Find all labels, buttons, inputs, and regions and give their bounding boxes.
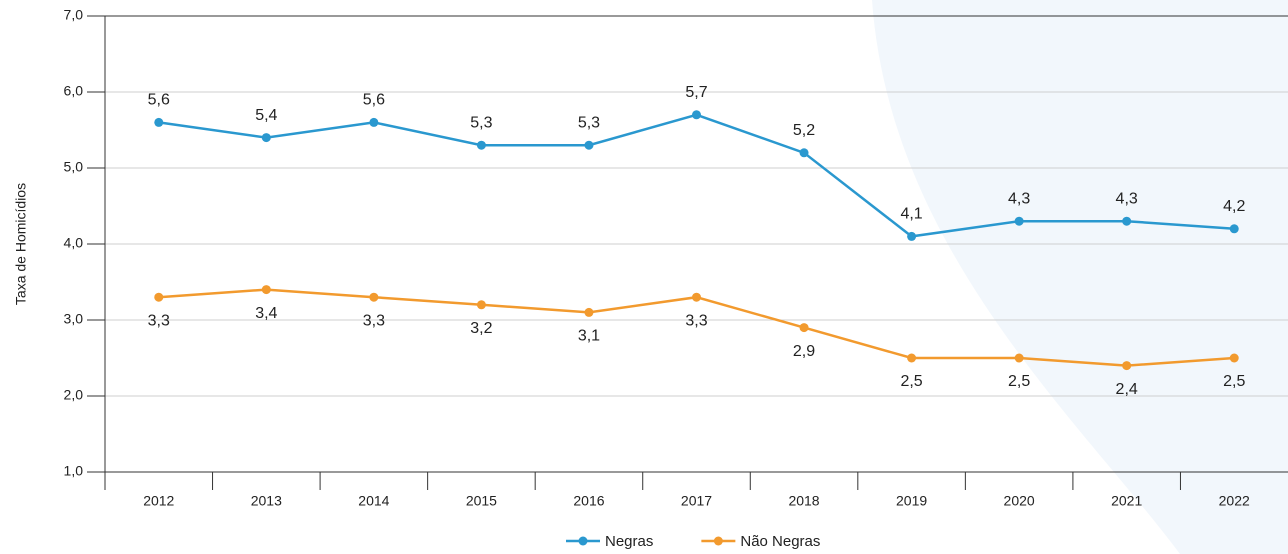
data-label: 5,2 [793,122,815,139]
point [261,285,271,295]
data-label: 3,3 [685,312,707,329]
x-tick-label: 2019 [896,493,927,509]
data-label: 4,3 [1116,190,1138,207]
x-tick-label: 2015 [466,493,497,509]
point [584,307,594,317]
data-label: 5,6 [148,92,170,109]
data-label: 4,1 [900,206,922,223]
point [1014,216,1024,226]
x-tick-label: 2020 [1004,493,1035,509]
point [907,353,917,363]
data-label: 3,1 [578,328,600,345]
point [1122,216,1132,226]
data-label: 4,2 [1223,198,1245,215]
y-axis-label: Taxa de Homicídios [13,183,29,305]
legend-label: Negras [605,533,653,550]
data-label: 3,3 [148,312,170,329]
point [369,292,379,302]
legend-marker [578,536,588,546]
x-tick-label: 2022 [1219,493,1250,509]
point [476,300,486,310]
point [584,140,594,150]
point [476,140,486,150]
data-label: 2,5 [900,373,922,390]
y-tick-label: 1,0 [64,463,84,479]
point [154,292,164,302]
x-tick-label: 2014 [358,493,389,509]
point [1122,361,1132,371]
data-label: 3,3 [363,312,385,329]
data-label: 4,3 [1008,190,1030,207]
x-tick-label: 2021 [1111,493,1142,509]
data-label: 2,5 [1008,373,1030,390]
y-tick-label: 7,0 [64,7,84,23]
y-tick-label: 4,0 [64,235,84,251]
x-tick-label: 2016 [573,493,604,509]
point [907,231,917,241]
data-label: 5,4 [255,107,277,124]
y-tick-label: 3,0 [64,311,84,327]
data-label: 2,9 [793,343,815,360]
x-tick-label: 2018 [788,493,819,509]
y-tick-label: 6,0 [64,83,84,99]
data-label: 5,3 [470,114,492,131]
x-tick-label: 2017 [681,493,712,509]
point [369,117,379,127]
background-shape [872,0,1288,554]
x-tick-label: 2012 [143,493,174,509]
data-label: 2,5 [1223,373,1245,390]
point [1014,353,1024,363]
data-label: 2,4 [1116,381,1138,398]
point [799,148,809,158]
x-tick-label: 2013 [251,493,282,509]
legend-marker [713,536,723,546]
point [692,292,701,302]
data-label: 5,3 [578,114,600,131]
y-tick-label: 2,0 [64,387,84,403]
point [692,110,701,120]
data-label: 5,6 [363,92,385,109]
point [799,323,809,333]
data-label: 5,7 [685,84,707,101]
point [1229,224,1239,234]
data-label: 3,4 [255,305,277,322]
point [1229,353,1239,363]
legend-label: Não Negras [740,533,820,550]
data-label: 3,2 [470,320,492,337]
point [261,133,271,143]
y-tick-label: 5,0 [64,159,84,175]
point [154,117,164,127]
